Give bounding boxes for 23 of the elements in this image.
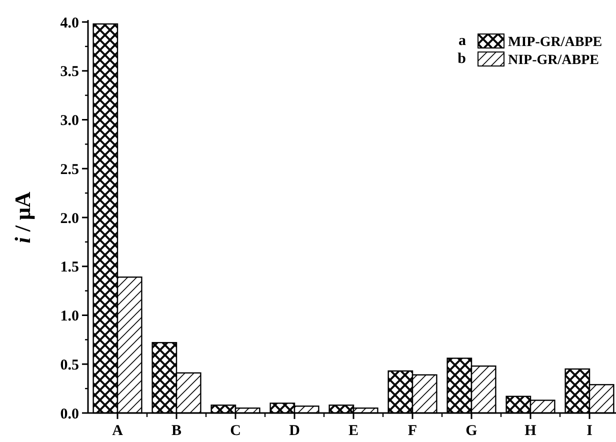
y-tick-label: 2.5 <box>60 162 79 178</box>
legend-label: NIP-GR/ABPE <box>508 53 599 68</box>
y-tick-label: 0.5 <box>60 357 79 374</box>
y-tick-label: 1.5 <box>60 260 79 276</box>
y-axis-title: i / μA <box>10 192 35 244</box>
x-tick-label: C <box>230 423 241 439</box>
x-tick-label: E <box>348 423 359 439</box>
x-tick-label: B <box>171 423 182 439</box>
x-tick-label: A <box>112 423 124 439</box>
annotation: b <box>458 51 466 67</box>
y-tick-label: 1.0 <box>60 308 79 324</box>
x-tick-label: H <box>524 423 537 439</box>
y-tick-label: 3.0 <box>60 113 79 129</box>
x-tick-label: D <box>289 423 300 439</box>
annotation: a <box>458 33 466 49</box>
y-tick-label: 0.0 <box>60 406 79 422</box>
x-tick-label: F <box>408 423 418 439</box>
x-tick-label: I <box>586 423 593 439</box>
x-tick-label: G <box>466 423 478 439</box>
y-tick-label: 3.5 <box>60 64 79 80</box>
y-tick-label: 2.0 <box>60 210 79 227</box>
legend-label: MIP-GR/ABPE <box>508 35 602 50</box>
y-tick-label: 4.0 <box>60 15 79 32</box>
